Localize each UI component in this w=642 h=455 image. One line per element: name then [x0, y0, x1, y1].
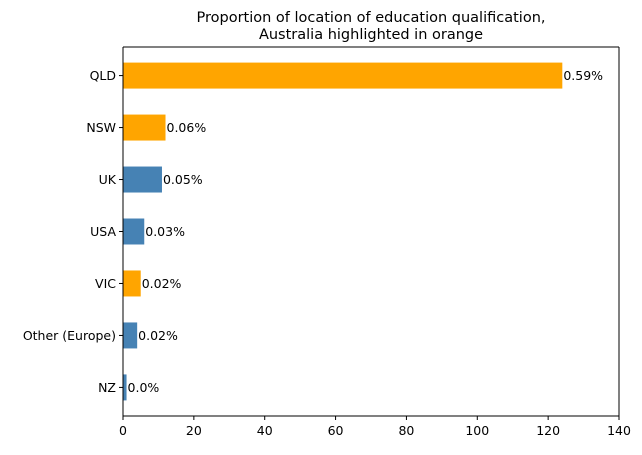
data-label: 0.06% [167, 120, 207, 135]
bar-other-europe [123, 322, 138, 349]
x-tick-label: 60 [328, 423, 344, 438]
data-label: 0.03% [145, 224, 185, 239]
x-tick-label: 80 [398, 423, 414, 438]
x-tick-label: 100 [465, 423, 489, 438]
data-label: 0.59% [563, 68, 603, 83]
x-axis-ticks: 0 20 40 60 80 100 120 140 [119, 416, 631, 438]
axes [122, 46, 620, 417]
bars [123, 62, 563, 401]
data-label: 0.05% [163, 172, 203, 187]
data-label: 0.0% [128, 380, 160, 395]
data-labels: 0.59% 0.06% 0.05% 0.03% 0.02% 0.02% 0.0% [128, 68, 604, 395]
bar-vic [123, 270, 141, 297]
bar-qld [123, 62, 563, 89]
x-tick-label: 140 [607, 423, 631, 438]
chart-title-line-2: Australia highlighted in orange [259, 27, 483, 43]
data-label: 0.02% [138, 328, 178, 343]
y-tick-label: USA [90, 224, 116, 239]
y-tick-label: Other (Europe) [23, 328, 116, 343]
bar-usa [123, 218, 145, 245]
y-tick-label: NZ [98, 380, 116, 395]
chart-title: Proportion of location of education qual… [196, 10, 545, 43]
bar-nsw [123, 114, 166, 141]
x-tick-label: 120 [536, 423, 560, 438]
x-tick-label: 40 [257, 423, 273, 438]
y-tick-label: VIC [95, 276, 116, 291]
bar-uk [123, 166, 162, 193]
y-tick-label: QLD [90, 68, 116, 83]
y-tick-label: UK [99, 172, 117, 187]
y-tick-label: NSW [86, 120, 116, 135]
bar-nz [123, 374, 127, 401]
x-tick-label: 20 [186, 423, 202, 438]
y-axis-ticks: QLD NSW UK USA VIC Other (Europe) NZ [23, 68, 123, 395]
data-label: 0.02% [142, 276, 182, 291]
x-tick-label: 0 [119, 423, 127, 438]
chart-title-line-1: Proportion of location of education qual… [196, 10, 545, 26]
